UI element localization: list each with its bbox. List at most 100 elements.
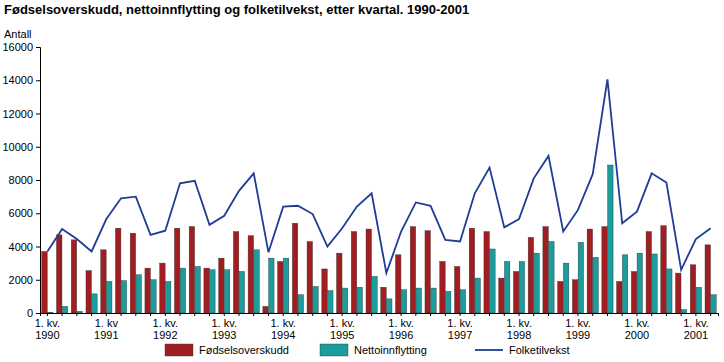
bar	[608, 165, 613, 313]
x-tick	[194, 313, 195, 316]
bar	[233, 232, 238, 313]
x-tick-mark	[636, 313, 637, 316]
bar	[543, 227, 548, 313]
x-tick-mark	[607, 313, 608, 316]
legend-label: Fødselsoverskudd	[199, 344, 289, 356]
x-tick: 1. kv.1999	[565, 313, 590, 341]
bar	[372, 276, 377, 313]
x-tick: 1. kv1991	[94, 313, 118, 341]
x-tick-mark	[312, 313, 313, 316]
bar	[416, 288, 421, 313]
bar	[62, 306, 67, 313]
y-tick: 8000	[9, 174, 40, 186]
bar	[101, 250, 106, 313]
x-tick	[474, 313, 475, 316]
x-tick-label: 1. kv.1990	[35, 317, 60, 341]
x-tick-mark	[356, 313, 357, 316]
x-tick-mark	[577, 313, 578, 316]
x-tick-mark	[47, 313, 48, 316]
y-axis: 0200040006000800010000120001400016000	[2, 41, 40, 319]
y-tick-label: 0	[27, 307, 33, 319]
bar	[48, 312, 53, 313]
x-tick-mark	[371, 313, 372, 316]
x-tick-label: 1. kv1991	[94, 317, 118, 341]
bar	[484, 232, 489, 313]
bar	[549, 242, 554, 313]
x-tick	[710, 313, 711, 316]
x-tick	[356, 313, 357, 316]
x-tick-mark	[209, 313, 210, 316]
y-tick-mark	[36, 147, 40, 148]
x-tick	[180, 313, 181, 316]
bar	[189, 227, 194, 313]
bar	[690, 265, 695, 313]
bar	[210, 270, 215, 313]
legend-swatch	[475, 349, 503, 351]
bar	[71, 240, 76, 313]
bar	[602, 227, 607, 313]
x-tick: 1. kv.1998	[506, 313, 531, 341]
bar	[534, 253, 539, 313]
y-tick: 14000	[2, 74, 40, 86]
bar	[681, 310, 686, 313]
x-tick	[76, 313, 77, 316]
x-tick-label: 1. kv.1997	[447, 317, 472, 341]
y-tick-mark	[36, 313, 40, 314]
bar	[469, 228, 474, 313]
x-tick-mark	[710, 313, 711, 316]
y-tick-label: 12000	[2, 108, 33, 120]
bar	[219, 258, 224, 313]
bar	[622, 255, 627, 313]
bar	[151, 280, 156, 313]
x-tick	[548, 313, 549, 316]
bar	[711, 295, 716, 313]
x-tick-mark	[445, 313, 446, 316]
line	[47, 79, 710, 273]
bar	[513, 271, 518, 313]
x-tick-mark	[76, 313, 77, 316]
bar	[298, 295, 303, 313]
legend: FødselsoverskuddNettoinnflyttingFolketil…	[165, 344, 570, 356]
bar	[631, 271, 636, 313]
y-tick: 12000	[2, 108, 40, 120]
bar	[239, 271, 244, 313]
x-tick-mark	[519, 313, 520, 316]
y-tick-label: 8000	[9, 174, 33, 186]
bar	[499, 278, 504, 313]
x-tick: 1. kv.1996	[388, 313, 413, 341]
bar	[357, 287, 362, 313]
x-tick-mark	[666, 313, 667, 316]
x-tick	[62, 313, 63, 316]
x-tick	[666, 313, 667, 316]
bar	[646, 232, 651, 313]
x-tick-mark	[224, 313, 225, 316]
x-tick	[253, 313, 254, 316]
bar	[587, 229, 592, 313]
y-tick-mark	[36, 47, 40, 48]
x-tick-mark	[150, 313, 151, 316]
x-tick-mark	[165, 313, 166, 316]
x-tick	[563, 313, 564, 316]
bar	[528, 237, 533, 313]
bar	[563, 263, 568, 313]
bar	[387, 299, 392, 313]
x-tick	[489, 313, 490, 316]
bar	[637, 253, 642, 313]
x-tick-label: 1. kv.1998	[506, 317, 531, 341]
bar	[342, 288, 347, 313]
bar	[180, 268, 185, 313]
x-tick: 1. kv.1994	[270, 313, 295, 341]
bar	[440, 261, 445, 313]
bar-series	[48, 165, 717, 313]
bar	[106, 281, 111, 313]
y-tick-mark	[36, 114, 40, 115]
legend-swatch	[320, 344, 348, 356]
y-tick-label: 4000	[9, 241, 33, 253]
x-tick-mark	[283, 313, 284, 316]
x-tick-mark	[253, 313, 254, 316]
y-tick-mark	[36, 213, 40, 214]
x-tick-mark	[460, 313, 461, 316]
x-tick	[91, 313, 92, 316]
bar	[145, 268, 150, 313]
x-tick	[681, 313, 682, 316]
